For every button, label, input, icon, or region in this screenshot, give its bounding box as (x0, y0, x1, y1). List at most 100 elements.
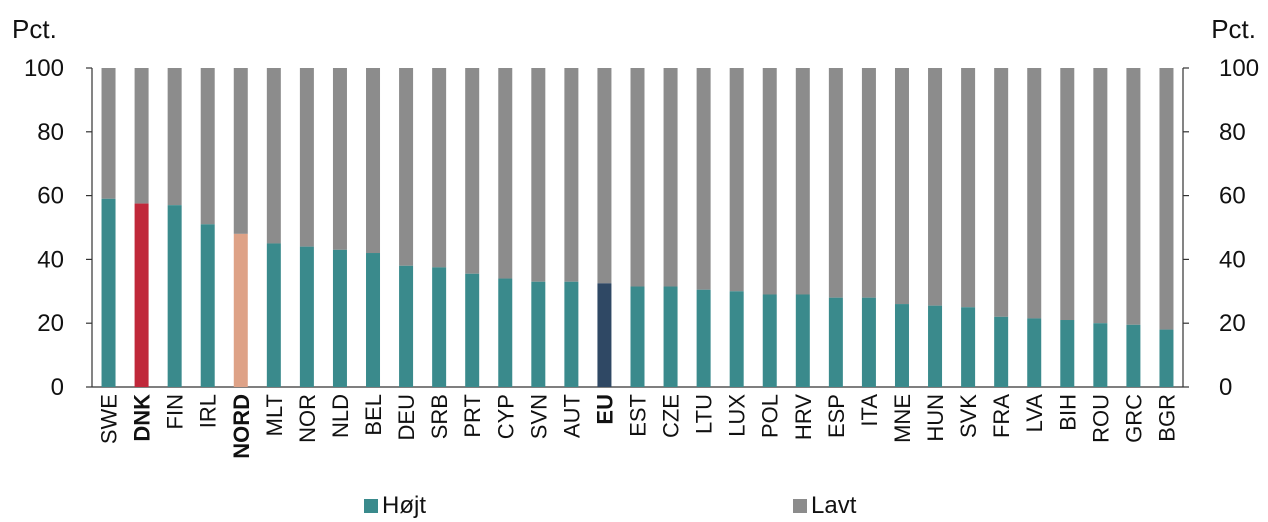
bar-high-grc (1126, 324, 1141, 387)
bar-low-dnk (134, 68, 149, 204)
x-tick-label-bel: BEL (361, 394, 386, 436)
y-tick-label-left: 60 (37, 183, 64, 210)
bar-low-mlt (266, 68, 281, 244)
bar-low-fra (994, 68, 1009, 317)
bar-low-grc (1126, 68, 1141, 325)
bar-high-prt (465, 273, 480, 387)
bar-low-deu (399, 68, 414, 266)
y-tick-label-left: 40 (37, 246, 64, 273)
bar-high-esp (828, 297, 843, 387)
y-tick-label-right: 0 (1219, 374, 1232, 401)
bar-low-irl (200, 68, 215, 225)
x-tick-label-esp: ESP (824, 394, 849, 438)
bar-low-lux (729, 68, 744, 292)
x-tick-label-cze: CZE (659, 394, 684, 438)
y-tick-label-right: 40 (1219, 246, 1246, 273)
x-tick-label-dnk: DNK (130, 394, 155, 442)
bar-high-cyp (498, 278, 513, 387)
x-tick-label-bgr: BGR (1154, 394, 1179, 442)
y-tick-label-right: 20 (1219, 310, 1246, 337)
bar-low-pol (762, 68, 777, 295)
x-tick-label-ita: ITA (857, 394, 882, 427)
x-tick-label-irl: IRL (196, 394, 221, 428)
x-tick-label-mne: MNE (890, 394, 915, 443)
legend-swatch-high (364, 499, 378, 513)
bar-high-est (630, 286, 645, 387)
x-tick-label-fra: FRA (989, 394, 1014, 438)
bar-high-fra (994, 316, 1009, 387)
bar-low-ita (861, 68, 876, 298)
bar-high-hun (928, 305, 943, 387)
x-tick-label-aut: AUT (559, 394, 584, 438)
bar-low-hun (928, 68, 943, 306)
bar-high-nld (332, 249, 347, 387)
x-tick-label-rou: ROU (1088, 394, 1113, 443)
x-tick-label-ltu: LTU (692, 394, 717, 434)
bar-high-pol (762, 294, 777, 387)
bar-high-eu (597, 283, 612, 387)
bar-low-aut (564, 68, 579, 282)
bar-low-esp (828, 68, 843, 298)
bar-high-mne (894, 304, 909, 387)
x-tick-label-hun: HUN (923, 394, 948, 442)
bar-high-nord (233, 233, 248, 387)
x-tick-label-est: EST (626, 394, 651, 437)
bar-high-swe (101, 198, 116, 387)
y-tick-label-left: 100 (24, 55, 64, 82)
right-axis-unit: Pct. (1211, 14, 1256, 44)
x-tick-label-hrv: HRV (791, 394, 816, 440)
bar-high-hrv (795, 294, 810, 387)
bar-low-svn (531, 68, 546, 282)
legend-label-high: Højt (382, 492, 426, 519)
bar-high-ita (861, 297, 876, 387)
bar-low-ltu (696, 68, 711, 290)
bar-high-deu (399, 265, 414, 387)
bar-high-mlt (266, 243, 281, 387)
bar-low-fin (167, 68, 182, 206)
bar-high-ltu (696, 289, 711, 387)
bar-low-nor (299, 68, 314, 247)
y-tick-label-right: 80 (1219, 119, 1246, 146)
bar-high-rou (1093, 323, 1108, 387)
x-tick-label-svn: SVN (526, 394, 551, 439)
bar-high-bih (1060, 320, 1075, 387)
legend-swatch-low (793, 499, 807, 513)
bar-high-svk (961, 307, 976, 387)
x-tick-label-nld: NLD (328, 394, 353, 438)
bar-high-irl (200, 224, 215, 387)
x-tick-label-prt: PRT (460, 394, 485, 438)
x-tick-label-pol: POL (758, 394, 783, 438)
bar-low-bel (366, 68, 381, 254)
x-tick-label-bih: BIH (1055, 394, 1080, 431)
x-tick-label-deu: DEU (394, 394, 419, 440)
x-tick-label-grc: GRC (1121, 394, 1146, 443)
y-tick-label-right: 60 (1219, 183, 1246, 210)
bar-high-cze (663, 286, 678, 387)
bar-high-svn (531, 281, 546, 387)
bar-low-prt (465, 68, 480, 274)
bar-low-bih (1060, 68, 1075, 321)
x-tick-label-nord: NORD (229, 394, 254, 459)
y-tick-label-left: 80 (37, 119, 64, 146)
bar-low-cze (663, 68, 678, 287)
y-tick-label-left: 20 (37, 310, 64, 337)
bar-high-nor (299, 246, 314, 387)
y-tick-label-left: 0 (51, 374, 64, 401)
bar-high-lux (729, 291, 744, 387)
x-tick-label-swe: SWE (97, 394, 122, 444)
y-tick-label-right: 100 (1219, 55, 1259, 82)
bar-low-nld (332, 68, 347, 250)
bar-low-lva (1027, 68, 1042, 319)
bar-low-swe (101, 68, 116, 199)
left-axis-unit: Pct. (12, 14, 57, 44)
bar-high-dnk (134, 203, 149, 387)
bar-high-bel (366, 253, 381, 387)
bar-low-eu (597, 68, 612, 284)
x-tick-label-lux: LUX (725, 394, 750, 437)
bar-high-lva (1027, 318, 1042, 387)
bar-low-srb (432, 68, 447, 268)
bar-high-srb (432, 267, 447, 387)
x-tick-label-cyp: CYP (493, 394, 518, 439)
